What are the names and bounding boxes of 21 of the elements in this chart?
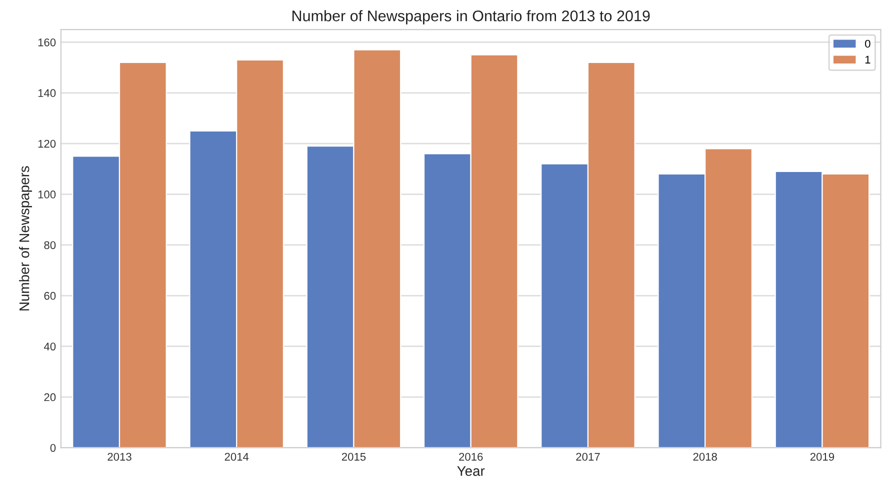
legend-label: 0: [865, 40, 870, 48]
x-tick-label: 2018: [693, 452, 717, 461]
y-tick-label: 40: [44, 342, 56, 350]
y-tick-label: 120: [38, 140, 56, 148]
chart-title: Number of Newspapers in Ontario from 2013 to 2019: [292, 10, 650, 24]
x-tick-label: 2017: [576, 452, 600, 461]
y-tick-label: 160: [38, 38, 56, 46]
y-axis-title: Number of Newspapers: [19, 166, 32, 310]
x-tick-label: 2015: [342, 452, 366, 461]
y-tick-label: 100: [38, 190, 56, 198]
y-tick-label: 80: [44, 241, 56, 250]
x-axis-title: Year: [457, 466, 485, 476]
y-tick-label: 20: [44, 393, 56, 402]
legend-label: 1: [865, 56, 870, 64]
x-tick-label: 2019: [810, 452, 834, 461]
y-tick-label: 60: [44, 292, 56, 300]
x-tick-label: 2016: [459, 452, 483, 461]
y-tick-label: 0: [50, 444, 56, 452]
x-tick-label: 2013: [108, 452, 132, 461]
y-tick-label: 140: [38, 89, 56, 98]
x-tick-label: 2014: [224, 452, 249, 461]
